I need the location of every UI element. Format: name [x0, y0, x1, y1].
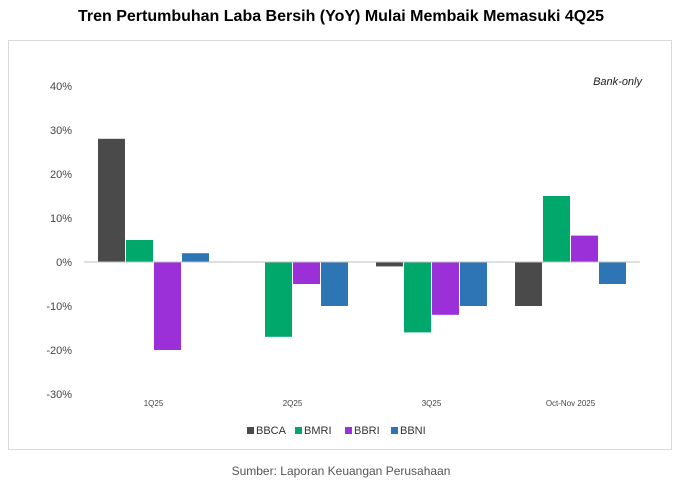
bar-bbni — [460, 262, 487, 306]
legend-label-bbni: BBNI — [400, 425, 426, 437]
bar-bbca — [515, 262, 542, 306]
y-tick-label: -10% — [46, 301, 72, 313]
x-category-label: Oct-Nov 2025 — [546, 399, 596, 408]
y-tick-label: 20% — [50, 169, 72, 181]
bar-bmri — [265, 262, 292, 337]
legend-label-bmri: BMRI — [304, 425, 332, 437]
legend-label-bbca: BBCA — [256, 425, 287, 437]
bar-bbri — [571, 235, 598, 262]
bar-bbri — [293, 262, 320, 284]
y-tick-label: 10% — [50, 213, 72, 225]
legend-label-bbri: BBRI — [354, 425, 380, 437]
x-category-label: 1Q25 — [144, 399, 164, 408]
x-category-label: 2Q25 — [283, 399, 303, 408]
bar-bbca — [98, 138, 125, 262]
y-tick-label: -20% — [46, 345, 72, 357]
legend-swatch-bbri — [345, 427, 352, 434]
legend-swatch-bmri — [295, 427, 302, 434]
x-category-label: 3Q25 — [422, 399, 442, 408]
bar-bbri — [154, 262, 181, 350]
legend-swatch-bbni — [391, 427, 398, 434]
bar-bbca — [376, 262, 403, 267]
y-tick-label: 40% — [50, 81, 72, 93]
bar-bmri — [543, 196, 570, 262]
y-tick-label: 0% — [56, 257, 72, 269]
y-tick-label: -30% — [46, 389, 72, 401]
bar-bbni — [321, 262, 348, 306]
legend-swatch-bbca — [247, 427, 254, 434]
bar-bbni — [182, 253, 209, 262]
chart-title: Tren Pertumbuhan Laba Bersih (YoY) Mulai… — [77, 8, 605, 25]
bar-bbri — [432, 262, 459, 315]
chart-note: Bank-only — [593, 76, 642, 88]
bar-bmri — [126, 240, 153, 262]
source-caption: Sumber: Laporan Keuangan Perusahaan — [231, 464, 451, 478]
bar-bmri — [404, 262, 431, 333]
y-tick-label: 30% — [50, 125, 72, 137]
bar-bbni — [599, 262, 626, 284]
